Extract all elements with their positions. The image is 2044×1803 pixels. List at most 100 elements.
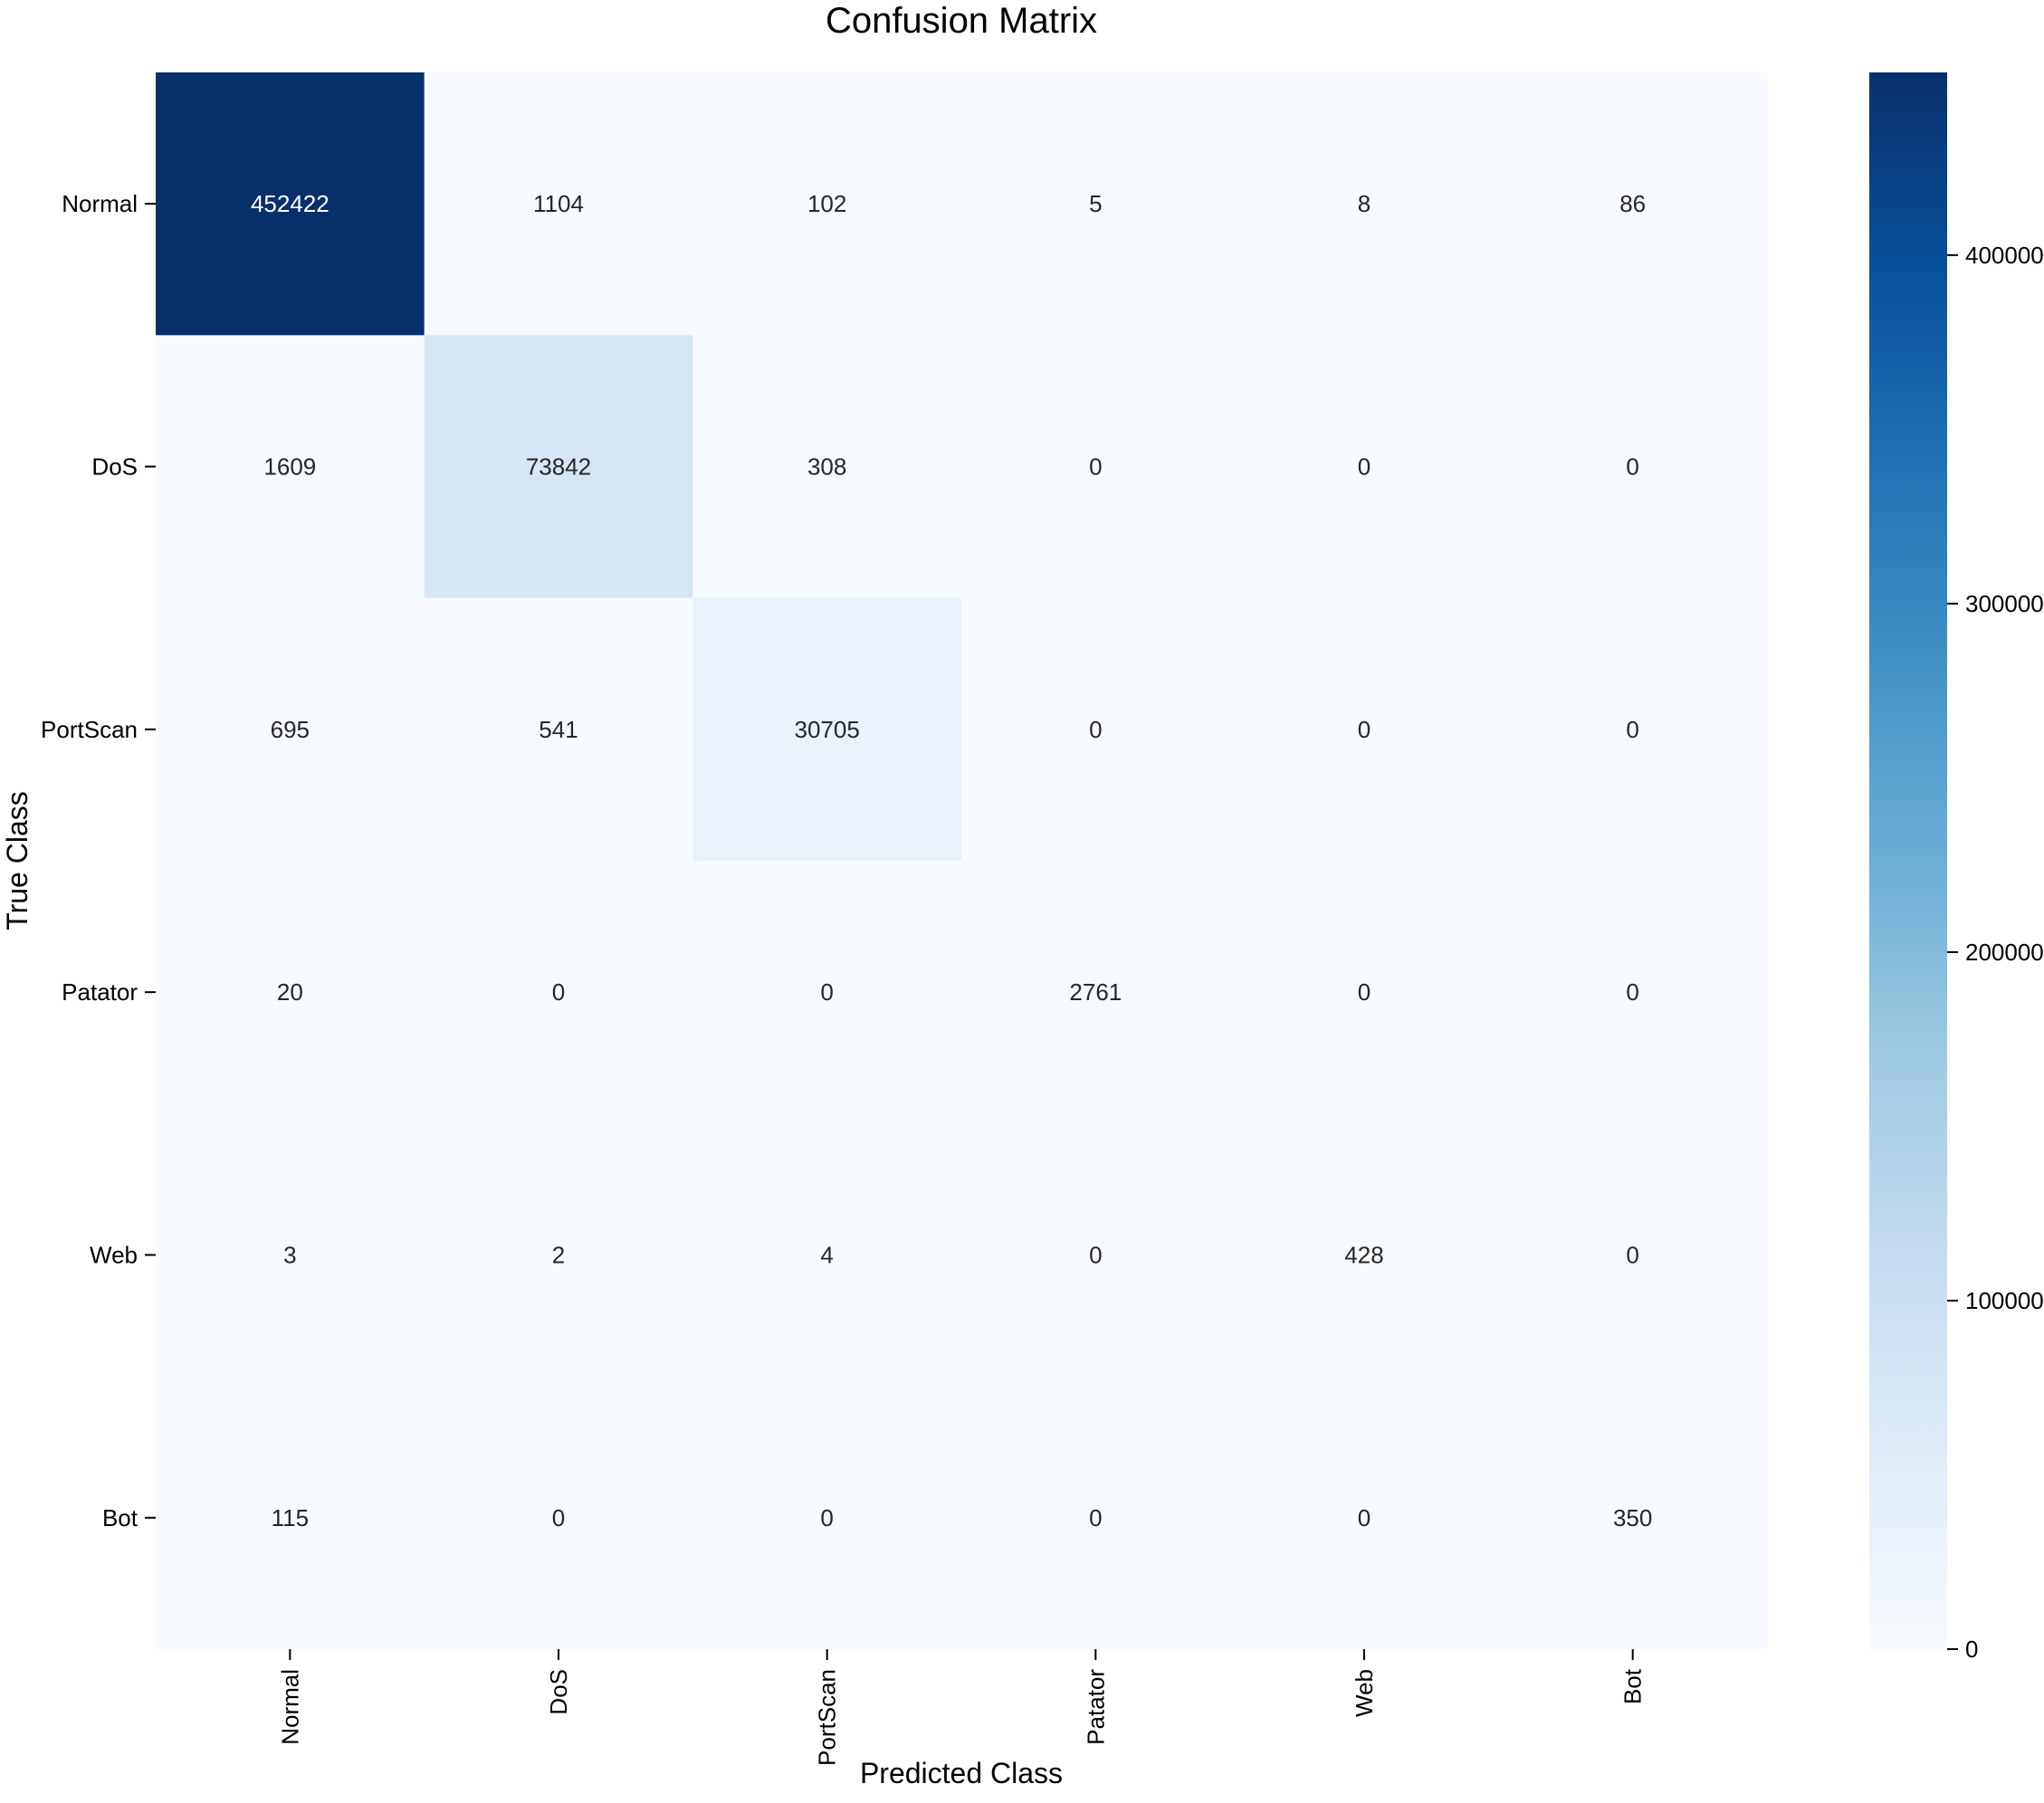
colorbar-tick-label: 100000: [1965, 1287, 2044, 1314]
heatmap-cell: [961, 597, 1231, 862]
heatmap-cell: [961, 72, 1231, 336]
heatmap-cell: [156, 861, 425, 1124]
heatmap-cell: [1498, 861, 1768, 1124]
cell-value-label: 8: [1358, 190, 1371, 217]
heatmap-cell: [692, 1123, 962, 1388]
heatmap-cell: [1229, 72, 1499, 336]
colorbar-tick-label: 0: [1965, 1636, 1978, 1663]
colorbar-ticks: 0 100000 200000 300000 400000: [1947, 242, 2044, 1663]
cell-value-label: 0: [1358, 978, 1371, 1006]
cell-value-label: 2761: [1069, 978, 1122, 1006]
heatmap-cell: [424, 1123, 693, 1388]
cell-value-label: 0: [1089, 453, 1102, 481]
x-tick-label: Normal: [276, 1669, 303, 1745]
cell-value-label: 73842: [526, 453, 591, 481]
heatmap-cell: [156, 72, 425, 336]
heatmap-cell: [961, 1123, 1231, 1388]
colorbar: [1869, 72, 1947, 1649]
heatmap-cell: [1498, 1123, 1768, 1388]
cell-value-label: 428: [1344, 1242, 1383, 1269]
heatmap-cell: [156, 1123, 425, 1388]
cell-value-label: 0: [1358, 453, 1371, 481]
y-tick-label: Bot: [102, 1504, 138, 1531]
cell-value-label: 308: [807, 453, 846, 481]
x-tick-label: PortScan: [814, 1669, 841, 1766]
x-tick-label: DoS: [545, 1669, 572, 1715]
cell-value-label: 102: [807, 190, 846, 217]
heatmap-cell: [961, 861, 1231, 1124]
y-tick-label: DoS: [91, 453, 138, 481]
y-tick-label: Normal: [62, 190, 138, 217]
cell-value-label: 0: [1089, 1504, 1102, 1531]
cell-value-label: 20: [277, 978, 303, 1006]
heatmap-cell: [1229, 597, 1499, 862]
heatmap-cell: [961, 335, 1231, 599]
cell-value-label: 0: [552, 1504, 565, 1531]
heatmap-cell: [156, 1386, 425, 1650]
x-tick-label: Bot: [1619, 1668, 1647, 1704]
cell-value-label: 2: [552, 1242, 565, 1269]
cell-value-label: 5: [1089, 190, 1102, 217]
colorbar-tick-label: 200000: [1965, 939, 2044, 966]
heatmap-cell: [1229, 1386, 1499, 1650]
heatmap-cell: [424, 1386, 693, 1650]
y-tick-label: PortScan: [41, 716, 138, 743]
cell-value-label: 350: [1613, 1504, 1652, 1531]
heatmap-cell: [692, 72, 962, 336]
cell-value-label: 0: [1358, 1504, 1371, 1531]
cell-value-label: 0: [1626, 716, 1638, 743]
cell-value-label: 1609: [263, 453, 316, 481]
y-tick-label: Patator: [62, 978, 138, 1006]
heatmap-cell: [424, 72, 693, 336]
cell-value-label: 0: [1626, 1242, 1638, 1269]
cell-value-label: 452422: [251, 190, 330, 217]
x-axis: Normal DoS PortScan Patator Web Bot: [276, 1649, 1647, 1766]
heatmap-cell: [692, 1386, 962, 1650]
cell-value-label: 1104: [533, 190, 584, 217]
cell-value-label: 3: [283, 1242, 296, 1269]
heatmap-cell: [1229, 861, 1499, 1124]
heatmap-cell: [1498, 597, 1768, 862]
cell-value-label: 0: [820, 978, 833, 1006]
heatmap-cell: [1498, 72, 1768, 336]
cell-value-label: 115: [272, 1504, 309, 1531]
heatmap-cell: [1498, 1386, 1768, 1650]
colorbar-tick-label: 300000: [1965, 590, 2044, 617]
cell-value-label: 0: [820, 1504, 833, 1531]
chart-title: Confusion Matrix: [826, 1, 1097, 41]
cell-value-label: 0: [1089, 716, 1102, 743]
heatmap-cells: [156, 72, 1768, 1650]
y-axis-label: True Class: [1, 791, 33, 930]
heatmap-cell: [156, 597, 425, 862]
cell-value-label: 0: [1089, 1242, 1102, 1269]
heatmap-cell: [156, 335, 425, 599]
cell-value-label: 541: [539, 716, 578, 743]
cell-value-label: 0: [1626, 453, 1638, 481]
heatmap-cell: [692, 335, 962, 599]
colorbar-tick-label: 400000: [1965, 242, 2044, 269]
y-axis: Normal DoS PortScan Patator Web Bot: [41, 190, 156, 1531]
y-tick-label: Web: [90, 1242, 138, 1269]
heatmap-cell: [1498, 335, 1768, 599]
heatmap-cell: [424, 861, 693, 1124]
heatmap-cell: [1229, 1123, 1499, 1388]
x-tick-label: Patator: [1082, 1669, 1109, 1745]
heatmap-cell: [424, 597, 693, 862]
cell-value-label: 695: [271, 716, 310, 743]
cell-value-label: 86: [1619, 190, 1646, 217]
cell-value-label: 30705: [795, 716, 860, 743]
cell-value-label: 0: [1626, 978, 1638, 1006]
cell-value-label: 4: [820, 1242, 833, 1269]
cell-value-label: 0: [1358, 716, 1371, 743]
heatmap-cell: [424, 335, 693, 599]
heatmap-cell: [692, 597, 962, 862]
heatmap-cell: [692, 861, 962, 1124]
heatmap-cell: [961, 1386, 1231, 1650]
cell-value-label: 0: [552, 978, 565, 1006]
x-tick-label: Web: [1351, 1669, 1378, 1717]
x-axis-label: Predicted Class: [860, 1757, 1063, 1789]
heatmap-cell: [1229, 335, 1499, 599]
